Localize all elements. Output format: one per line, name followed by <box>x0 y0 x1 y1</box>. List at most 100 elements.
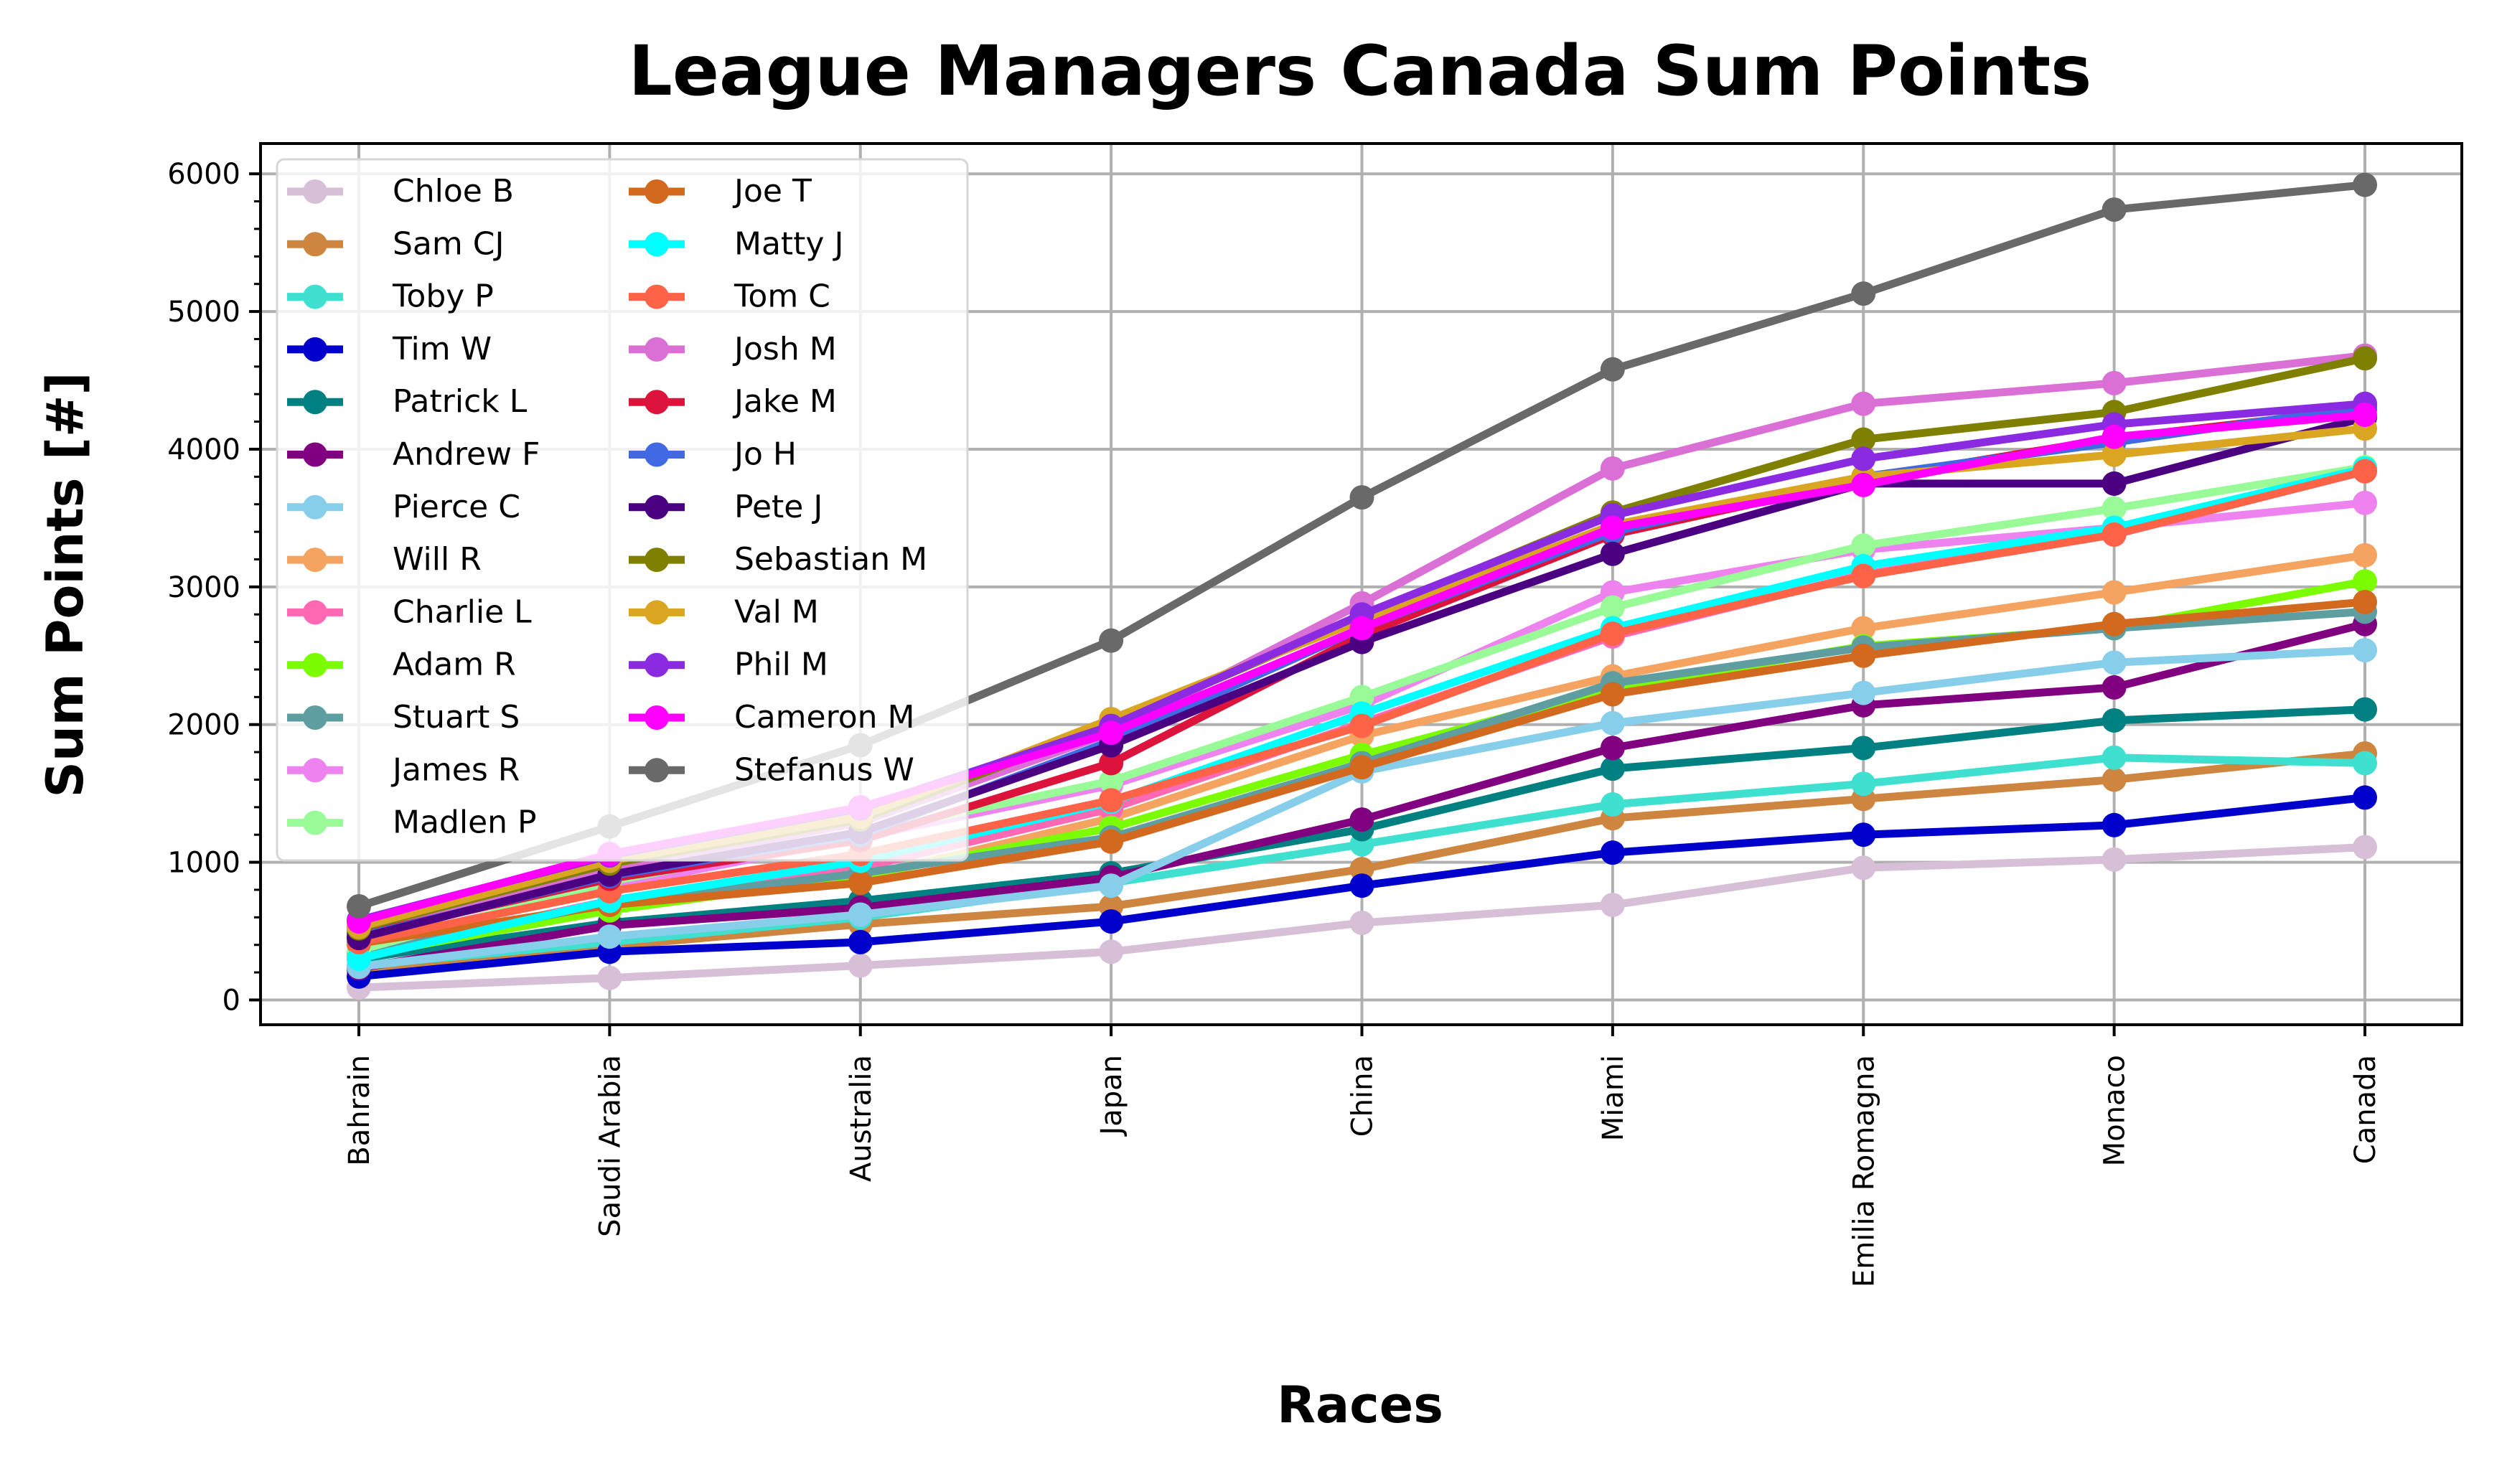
data-point <box>848 953 873 978</box>
data-point <box>848 870 873 896</box>
legend-label: Tom C <box>734 278 830 315</box>
legend-label: Stefanus W <box>734 751 914 788</box>
data-point <box>2102 471 2127 496</box>
data-point <box>1851 616 1876 641</box>
data-point <box>1099 829 1124 854</box>
legend-swatch-marker <box>303 548 327 573</box>
data-point <box>597 924 622 949</box>
legend-swatch-marker <box>303 652 327 677</box>
legend-swatch-marker <box>303 442 327 467</box>
legend-swatch-marker <box>303 705 327 730</box>
legend-swatch-marker <box>645 337 669 362</box>
data-point <box>1099 769 1124 794</box>
legend-swatch-marker <box>303 232 327 257</box>
legend-label: Jo H <box>732 436 797 473</box>
data-point <box>1349 807 1374 832</box>
legend-item: Pierce C <box>287 489 520 525</box>
legend-item: Cameron M <box>629 699 915 736</box>
legend-swatch-marker <box>645 442 669 467</box>
data-point <box>1099 751 1124 776</box>
legend-label: Jake M <box>732 383 837 420</box>
legend-swatch-marker <box>645 600 669 625</box>
legend-item: Patrick L <box>287 383 528 420</box>
y-tick-label: 5000 <box>167 296 240 329</box>
data-point <box>1600 710 1625 736</box>
legend-item: Toby P <box>287 278 494 315</box>
data-point <box>1099 909 1124 934</box>
data-point <box>2102 580 2127 605</box>
x-tick-label: Australia <box>845 1055 878 1182</box>
data-point <box>1851 281 1876 306</box>
data-point <box>848 902 873 927</box>
legend-label: Josh M <box>732 331 837 367</box>
data-point <box>1851 855 1876 880</box>
legend-item: Will R <box>287 541 482 578</box>
legend-swatch-marker <box>303 758 327 783</box>
legend-item: Tom C <box>629 278 830 315</box>
y-tick-label: 6000 <box>167 158 240 191</box>
legend-item: Joe T <box>629 173 812 210</box>
legend-label: Stuart S <box>393 699 520 736</box>
x-tick-label: Bahrain <box>343 1055 376 1166</box>
legend-label: Phil M <box>734 647 828 683</box>
y-tick-label: 3000 <box>167 571 240 604</box>
legend-swatch-marker <box>303 284 327 309</box>
legend-label: Val M <box>734 593 819 630</box>
data-point <box>1600 595 1625 620</box>
data-point <box>1851 563 1876 588</box>
data-point <box>1099 939 1124 964</box>
data-point <box>2353 835 2377 860</box>
data-point <box>1600 456 1625 481</box>
data-point <box>2102 496 2127 521</box>
data-point <box>2102 767 2127 792</box>
data-point <box>2353 589 2377 614</box>
legend-label: Patrick L <box>393 383 528 420</box>
legend-swatch-marker <box>303 390 327 415</box>
data-point <box>1099 720 1124 746</box>
legend-item: Sebastian M <box>629 541 927 578</box>
data-point <box>2353 172 2377 197</box>
legend-item: Andrew F <box>287 436 540 473</box>
data-point <box>1851 391 1876 416</box>
legend-item: Jake M <box>629 383 837 420</box>
data-point <box>1600 682 1625 707</box>
data-point <box>1600 756 1625 781</box>
legend-swatch-marker <box>303 494 327 520</box>
data-point <box>1851 771 1876 797</box>
series-tom-c <box>347 459 2377 954</box>
data-point <box>2353 569 2377 594</box>
data-point <box>597 965 622 990</box>
data-point <box>1851 680 1876 705</box>
legend-label: Cameron M <box>734 699 915 736</box>
data-point <box>1349 755 1374 780</box>
legend-swatch-marker <box>645 705 669 730</box>
legend-swatch-marker <box>303 337 327 362</box>
data-point <box>1851 533 1876 558</box>
legend-swatch-marker <box>645 179 669 204</box>
x-tick-label: Saudi Arabia <box>594 1055 627 1237</box>
legend-item: Jo H <box>629 436 797 473</box>
legend-box <box>276 158 969 862</box>
legend-label: Adam R <box>393 647 516 683</box>
data-point <box>1099 628 1124 653</box>
legend-label: Matty J <box>734 225 843 262</box>
data-point <box>2353 346 2377 371</box>
data-point <box>1600 541 1625 566</box>
legend-label: Toby P <box>392 278 494 315</box>
legend-item: Josh M <box>629 331 837 367</box>
data-point <box>1600 893 1625 918</box>
data-point <box>347 893 371 919</box>
legend-item: Stefanus W <box>629 751 914 788</box>
legend-label: Madlen P <box>393 804 537 841</box>
data-point <box>2102 675 2127 700</box>
axes: Bahrain Saudi Arabia Australia Japan China Mi… <box>167 158 2382 1287</box>
chart-title: League Managers Canada Sum Points <box>629 31 2092 111</box>
legend-swatch-marker <box>303 810 327 835</box>
legend-swatch-marker <box>645 548 669 573</box>
legend-label: Joe T <box>732 173 812 210</box>
data-point <box>1851 446 1876 471</box>
legend-label: Andrew F <box>393 436 540 473</box>
x-tick-label: China <box>1346 1055 1379 1137</box>
